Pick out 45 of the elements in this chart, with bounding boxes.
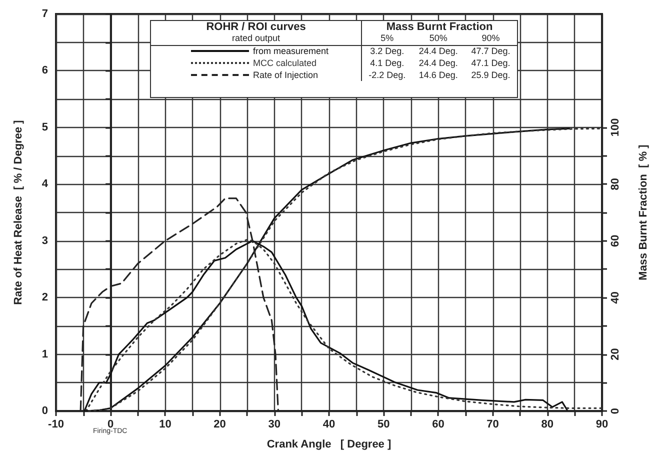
annotation: 24.4 Deg. xyxy=(418,57,459,69)
x-tick-label: 50 xyxy=(377,418,390,430)
text: Rate of Injection xyxy=(253,70,318,80)
y2-tick-label: 40 xyxy=(610,291,622,304)
annotation: 50% xyxy=(412,33,465,45)
annotation: 47.1 Deg. xyxy=(470,57,512,69)
y2-tick-label: 0 xyxy=(610,408,622,414)
x-tick-label: 90 xyxy=(596,418,608,430)
x-tick-label: 60 xyxy=(432,418,444,430)
x-tick-label: 10 xyxy=(159,418,172,430)
annotation: rated output xyxy=(151,33,362,45)
y-tick-label: 6 xyxy=(42,64,48,77)
y2-tick-label: 80 xyxy=(610,178,622,190)
annotation: Mass Burnt Fraction xyxy=(385,20,494,33)
x-axis-title: Crank Angle [ Degree ] xyxy=(266,438,392,450)
x-tick-label: 30 xyxy=(268,418,281,430)
x-tick-label: -10 xyxy=(48,418,64,430)
annotation: -2.2 Deg. xyxy=(368,69,407,81)
y-axis-title: Rate of Heat Release [ % / Degree ] xyxy=(12,120,24,305)
y2-tick-label: 100 xyxy=(610,118,622,137)
y-tick-label: 5 xyxy=(42,121,48,134)
y-tick-label: 7 xyxy=(42,8,48,20)
annotation: 3.2 Deg. xyxy=(369,45,406,57)
x-tick-label: 20 xyxy=(214,418,226,430)
annotation: 4.1 Deg. xyxy=(369,57,406,69)
annotation: 24.4 Deg. xyxy=(418,45,459,57)
x-tick-label: 40 xyxy=(322,418,336,430)
y2-tick-label: 20 xyxy=(610,348,622,360)
text: from measurement xyxy=(253,46,329,56)
y-tick-label: 1 xyxy=(42,348,48,360)
legend-title: ROHR / ROI curves xyxy=(151,20,362,33)
x-tick-label: 80 xyxy=(541,418,554,430)
text: MCC calculated xyxy=(253,58,317,68)
y-tick-label: 4 xyxy=(42,178,49,190)
y2-tick-label: 60 xyxy=(610,234,622,247)
annotation: 25.9 Deg. xyxy=(470,69,512,81)
y-tick-label: 3 xyxy=(42,234,48,247)
annotation: 14.6 Deg. xyxy=(418,69,459,81)
y-tick-label: 0 xyxy=(42,405,48,417)
annotation: 47.7 Deg. xyxy=(470,45,512,57)
annotation: 90% xyxy=(464,33,517,45)
y-tick-label: 2 xyxy=(42,292,48,304)
x-tick-label: 70 xyxy=(486,418,499,430)
y2-axis-title: Mass Burnt Fraction [ % ] xyxy=(638,144,650,280)
annotation: 5% xyxy=(362,33,412,45)
